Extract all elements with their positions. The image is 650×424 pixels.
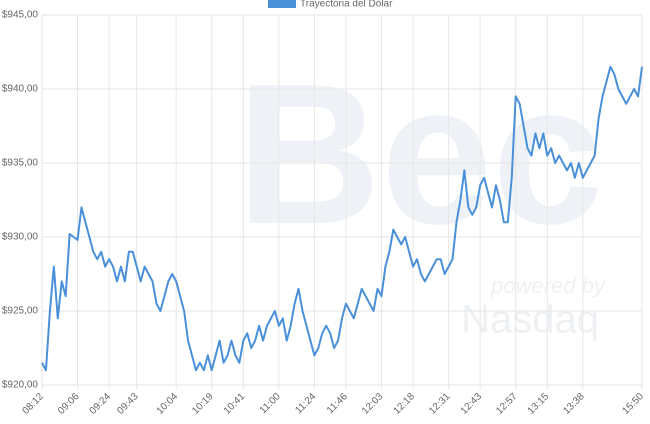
x-tick-label: 12:43 <box>459 391 485 417</box>
watermark-logo: Bec <box>237 43 604 266</box>
y-tick-label: $920,00 <box>2 380 39 391</box>
x-tick-label: 13:38 <box>561 391 587 417</box>
x-tick-label: 13:15 <box>526 391 552 417</box>
x-tick-label: 10:04 <box>155 391 181 417</box>
x-tick-label: 08:12 <box>21 391 47 417</box>
x-tick-label: 09:24 <box>88 391 114 417</box>
y-tick-label: $940,00 <box>2 84 39 95</box>
y-tick-label: $925,00 <box>2 306 39 317</box>
legend-label: Trayectoria del Dólar <box>300 0 393 10</box>
x-tick-label: 10:19 <box>190 391 216 417</box>
x-tick-label: 15:50 <box>621 391 647 417</box>
legend-swatch <box>268 0 296 8</box>
x-tick-label: 11:24 <box>293 391 318 416</box>
x-tick-label: 11:46 <box>325 391 350 416</box>
x-tick-label: 12:03 <box>360 391 386 417</box>
watermark-powered: powered by <box>490 273 607 298</box>
y-tick-label: $930,00 <box>2 232 39 243</box>
series-line <box>41 65 643 372</box>
x-tick-label: 12:31 <box>427 391 453 417</box>
x-tick-label: 09:43 <box>115 391 141 417</box>
x-tick-label: 12:18 <box>392 391 418 417</box>
y-tick-label: $945,00 <box>2 10 39 21</box>
x-tick-label: 10:41 <box>222 391 248 417</box>
x-tick-label: 12:57 <box>494 391 520 417</box>
watermark-brand: Nasdaq <box>461 298 599 342</box>
y-tick-label: $935,00 <box>2 158 39 169</box>
x-tick-label: 11:00 <box>258 391 283 416</box>
x-tick-label: 09:06 <box>56 391 82 417</box>
